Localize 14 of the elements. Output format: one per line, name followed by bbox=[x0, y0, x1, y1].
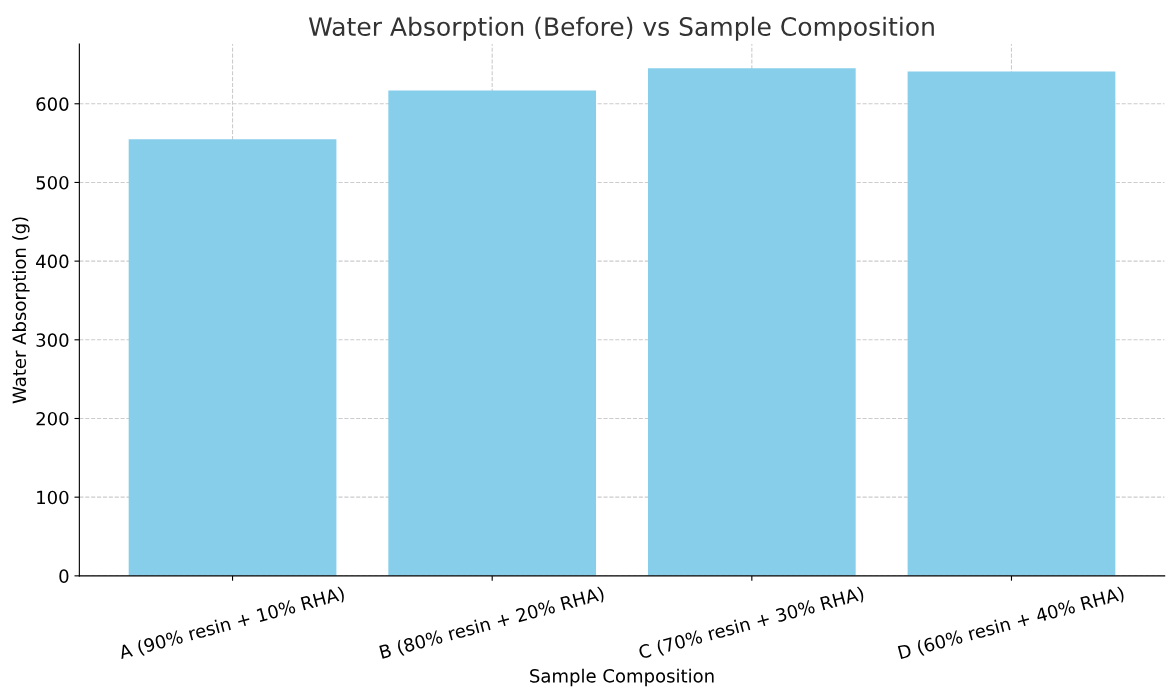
y-axis-title: Water Absorption (g) bbox=[12, 217, 30, 404]
y-tick-label: 300 bbox=[36, 333, 69, 347]
y-tick-label: 200 bbox=[36, 411, 69, 426]
y-tick-label: 500 bbox=[36, 175, 69, 190]
y-tick-label: 0 bbox=[59, 569, 69, 583]
y-tick-label: 600 bbox=[36, 97, 69, 111]
x-tick-label: B (80% resin + 20% RHA) bbox=[379, 585, 606, 661]
x-axis-title: Sample Composition bbox=[530, 668, 714, 687]
chart-title: Water Absorption (Before) vs Sample Composition bbox=[308, 16, 934, 41]
x-tick-label: D (60% resin + 40% RHA) bbox=[897, 585, 1126, 662]
x-tick-label: A (90% resin + 10% RHA) bbox=[117, 585, 346, 662]
x-tick-label: C (70% resin + 30% RHA) bbox=[637, 585, 865, 662]
y-tick-label: 100 bbox=[37, 490, 69, 505]
y-tick-label: 400 bbox=[36, 254, 69, 269]
